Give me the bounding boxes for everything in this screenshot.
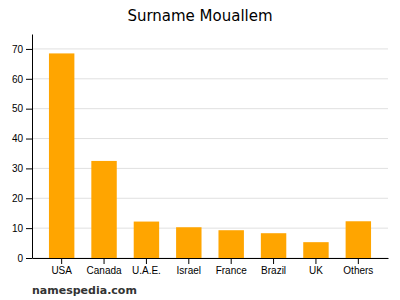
y-tick-label: 30 bbox=[12, 163, 24, 174]
x-tick-label: U.A.E. bbox=[132, 265, 161, 276]
y-tick-mark bbox=[26, 198, 32, 199]
y-tick: 30 bbox=[12, 163, 32, 174]
x-tick-label: Brazil bbox=[261, 265, 286, 276]
grid-line bbox=[32, 228, 388, 229]
y-tick-mark bbox=[26, 109, 32, 110]
x-tick-mark bbox=[358, 258, 359, 264]
x-tick: France bbox=[216, 258, 248, 276]
y-tick-label: 70 bbox=[12, 44, 24, 55]
x-tick: UK bbox=[309, 258, 323, 276]
x-tick-label: USA bbox=[51, 265, 72, 276]
bar bbox=[346, 221, 371, 258]
y-tick-label: 10 bbox=[12, 223, 24, 234]
y-tick-mark bbox=[26, 258, 32, 259]
bars bbox=[49, 53, 371, 258]
x-tick-label: Canada bbox=[87, 265, 122, 276]
bar bbox=[303, 242, 328, 258]
bar bbox=[261, 233, 286, 258]
y-tick-mark bbox=[26, 168, 32, 169]
grid-line bbox=[32, 48, 388, 49]
bar bbox=[218, 230, 243, 258]
y-tick: 40 bbox=[12, 133, 32, 144]
annotation: namespedia.com bbox=[32, 284, 137, 297]
y-tick: 60 bbox=[12, 74, 32, 85]
y-tick-mark bbox=[26, 139, 32, 140]
y-axis-line bbox=[32, 35, 33, 259]
bar bbox=[134, 222, 159, 258]
y-tick: 20 bbox=[12, 193, 32, 204]
x-tick-mark bbox=[273, 258, 274, 264]
grid-line bbox=[32, 78, 388, 79]
y-tick-mark bbox=[26, 228, 32, 229]
grid bbox=[32, 49, 388, 258]
x-tick-label: Others bbox=[343, 265, 373, 276]
x-tick: USA bbox=[51, 258, 72, 276]
y-tick: 50 bbox=[12, 103, 32, 114]
x-axis: USA Canada U.A.E. Israel France Brazil UK Other… bbox=[33, 258, 389, 276]
x-tick-mark bbox=[146, 258, 147, 264]
x-tick-label: Israel bbox=[177, 265, 201, 276]
y-tick: 70 bbox=[12, 44, 32, 55]
x-tick: Canada bbox=[87, 258, 122, 276]
x-tick: Brazil bbox=[261, 258, 286, 276]
title: Surname Mouallem bbox=[127, 7, 272, 25]
grid-line bbox=[32, 108, 388, 109]
y-tick-label: 60 bbox=[12, 74, 24, 85]
x-tick: Israel bbox=[177, 258, 201, 276]
x-tick-mark bbox=[61, 258, 62, 264]
x-tick-mark bbox=[231, 258, 232, 264]
y-tick: 10 bbox=[12, 223, 32, 234]
y-tick-label: 40 bbox=[12, 133, 24, 144]
x-tick-mark bbox=[104, 258, 105, 264]
y-tick-label: 50 bbox=[12, 103, 24, 114]
bar bbox=[176, 227, 201, 258]
x-axis-line bbox=[33, 258, 389, 259]
grid-line bbox=[32, 258, 388, 259]
plot: USA Canada U.A.E. Israel France Brazil UK Other… bbox=[12, 35, 389, 277]
bar bbox=[91, 161, 116, 258]
y-tick: 0 bbox=[17, 253, 32, 264]
x-tick: Others bbox=[343, 258, 373, 276]
bar bbox=[49, 53, 74, 258]
x-tick-label: UK bbox=[309, 265, 323, 276]
grid-line bbox=[32, 168, 388, 169]
y-tick-mark bbox=[26, 49, 32, 50]
x-tick-mark bbox=[188, 258, 189, 264]
y-axis: 0 10 20 30 40 50 60 70 bbox=[12, 35, 33, 264]
grid-line bbox=[32, 138, 388, 139]
grid-line bbox=[32, 198, 388, 199]
x-tick-mark bbox=[315, 258, 316, 264]
y-tick-label: 20 bbox=[12, 193, 24, 204]
x-tick: U.A.E. bbox=[132, 258, 161, 276]
y-tick-label: 0 bbox=[17, 253, 23, 264]
chart: USA Canada U.A.E. Israel France Brazil UK Other… bbox=[0, 0, 400, 300]
x-tick-label: France bbox=[216, 265, 248, 276]
y-tick-mark bbox=[26, 79, 32, 80]
